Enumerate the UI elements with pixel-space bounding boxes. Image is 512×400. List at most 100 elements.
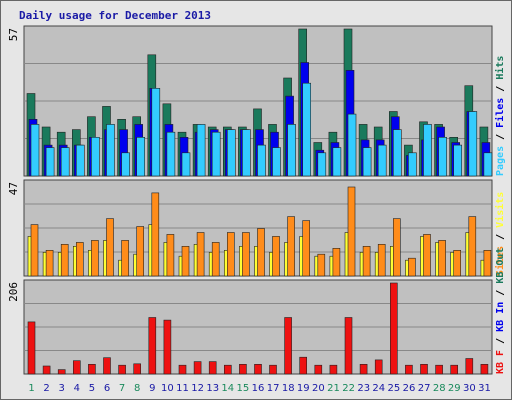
bar-pages [453, 144, 463, 177]
bar-kb-f [269, 364, 277, 375]
bar-kb-f [435, 364, 443, 375]
day-label: 30 [463, 383, 476, 394]
bar-pages [181, 152, 191, 177]
bar-sites [377, 244, 386, 277]
legend-entry: Sites [494, 246, 506, 276]
bar-sites [196, 232, 205, 277]
bar-pages [423, 124, 432, 177]
day-label: 21 [327, 383, 340, 394]
legend-entry: / [495, 284, 506, 302]
bar-pages [45, 147, 55, 177]
bar-sites [136, 226, 144, 277]
bar-sites [227, 232, 235, 277]
day-label: 18 [282, 383, 295, 394]
day-label: 4 [74, 383, 80, 394]
legend-entry: / [495, 332, 506, 350]
day-label: 7 [119, 383, 125, 394]
day-label: 5 [89, 383, 95, 394]
bar-pages [242, 129, 251, 177]
bar-kb-f [148, 317, 157, 375]
bar-pages [227, 129, 236, 177]
day-label: 3 [59, 383, 65, 394]
bar-sites [483, 250, 492, 277]
bar-kb-f [329, 364, 338, 375]
day-label: 9 [149, 383, 155, 394]
bar-kb-f [480, 363, 489, 375]
bar-pages [287, 124, 296, 177]
bar-kb-f [163, 319, 172, 375]
bar-sites [332, 248, 341, 277]
bar-pages [151, 88, 161, 177]
legend-entry: Visits [494, 192, 506, 228]
bar-pages [468, 111, 478, 177]
bar-kb-f [389, 282, 398, 375]
bar-sites [181, 246, 190, 277]
bar-pages [377, 144, 387, 177]
bar-sites [30, 224, 39, 277]
bar-pages [483, 152, 493, 177]
bar-pages [347, 113, 357, 177]
day-label: 14 [221, 383, 234, 394]
bar-sites [468, 216, 477, 277]
bar-sites [76, 242, 84, 277]
day-label: 13 [206, 383, 219, 394]
bar-sites [166, 234, 175, 277]
bar-kb-f [224, 364, 232, 375]
bar-kb-f [465, 358, 474, 375]
legend-entry: Hits [494, 56, 506, 80]
max-label: 57 [7, 28, 20, 41]
legend-entry: Files [494, 98, 506, 128]
day-label: 27 [418, 383, 431, 394]
legend-entry: / [495, 80, 506, 98]
legend-entry: KB Out [495, 248, 506, 284]
bar-pages [438, 137, 447, 177]
legend-entry: / [495, 128, 506, 146]
day-label: 16 [252, 383, 265, 394]
bar-kb-f [299, 356, 308, 375]
bar-pages [408, 152, 417, 177]
bar-pages [136, 137, 145, 177]
day-label: 23 [357, 383, 370, 394]
bar-sites [423, 234, 431, 277]
day-label: 28 [433, 383, 446, 394]
bar-kb-f [103, 357, 111, 375]
bar-sites [408, 257, 416, 277]
bar-pages [211, 131, 221, 177]
max-label: 206 [7, 282, 20, 302]
bar-pages [196, 124, 206, 177]
bar-kb-f [193, 361, 202, 375]
day-label: 11 [176, 383, 189, 394]
bar-pages [91, 137, 100, 177]
bar-sites [438, 240, 446, 277]
day-label: 15 [237, 383, 250, 394]
bar-kb-f [118, 364, 126, 375]
bar-sites [60, 244, 69, 277]
bar-kb-f [133, 363, 141, 375]
bar-kb-f [208, 361, 217, 375]
legend-entry: / [495, 228, 506, 246]
legend-entry: Pages [495, 146, 506, 176]
legend-label: Sites / Visits [494, 192, 506, 276]
bar-kb-f [27, 321, 36, 375]
bar-sites [317, 253, 326, 277]
bar-kb-f [178, 364, 187, 375]
day-label: 17 [267, 383, 280, 394]
day-label: 26 [403, 383, 416, 394]
bar-pages [121, 152, 130, 177]
bar-kb-f [359, 363, 368, 375]
bar-sites [151, 192, 160, 277]
bar-pages [76, 144, 85, 177]
bar-pages [332, 147, 342, 177]
bar-sites [362, 246, 371, 277]
day-label: 8 [134, 383, 140, 394]
bar-sites [347, 186, 356, 277]
chart-title: Daily usage for December 2013 [19, 9, 212, 22]
legend-label: KB F / KB In / KB Out [495, 248, 506, 374]
bar-pages [30, 124, 40, 177]
legend-label: Pages / Files / Hits [494, 56, 506, 176]
bar-kb-f [88, 363, 96, 375]
bar-pages [272, 147, 281, 177]
day-label: 24 [372, 383, 385, 394]
day-label: 10 [161, 383, 174, 394]
bar-kb-f [73, 360, 81, 375]
